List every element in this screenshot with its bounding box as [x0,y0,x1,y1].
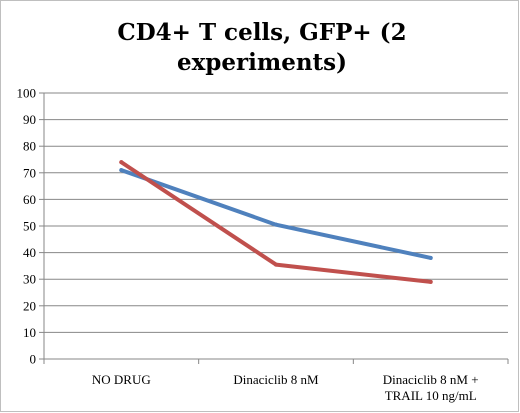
y-tick-label: 50 [23,219,36,234]
chart-title: CD4+ T cells, GFP+ (2 experiments) [117,19,406,76]
x-category-label: NO DRUG [92,372,151,387]
data-point-series-2 [119,160,124,165]
y-tick-label: 0 [30,352,37,367]
y-axis-tick-labels: 0 10 20 30 40 50 60 70 80 90 100 [17,86,37,367]
data-point-series-1 [274,222,278,227]
y-tick-label: 70 [23,165,36,180]
series-lines [119,160,433,284]
y-tick-label: 10 [23,325,36,340]
data-point-series-1 [119,168,124,173]
y-tick-label: 90 [23,112,36,127]
data-point-series-2 [274,262,278,267]
series-line-1 [119,168,433,260]
data-point-series-1 [428,255,433,260]
chart-title-line: experiments) [177,49,347,76]
gridlines [39,92,508,360]
x-axis-category-labels: NO DRUG Dinaciclib 8 nM Dinaciclib 8 nM +T… [92,372,479,403]
x-category-label: Dinaciclib 8 nM [233,372,319,387]
y-tick-label: 30 [23,272,36,287]
x-category-label: Dinaciclib 8 nM + [383,372,479,387]
y-tick-label: 20 [23,298,36,313]
data-point-series-2 [428,279,433,284]
axes [43,93,509,364]
y-tick-label: 40 [23,245,36,260]
y-tick-label: 60 [23,192,36,207]
chart-title-line: CD4+ T cells, GFP+ (2 [117,19,406,46]
y-tick-label: 80 [23,139,36,154]
x-category-label: TRAIL 10 ng/mL [385,388,477,403]
y-tick-label: 100 [17,86,37,101]
